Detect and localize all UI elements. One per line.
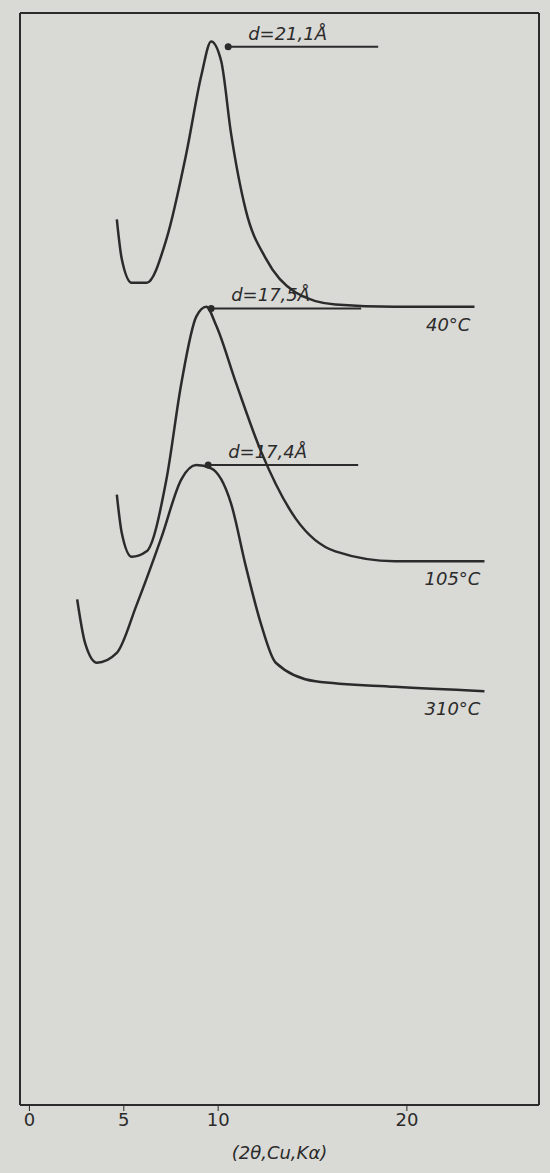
svg-text:20: 20 <box>395 1109 418 1130</box>
svg-text:(2θ,Cu,Kα): (2θ,Cu,Kα) <box>232 1142 328 1163</box>
svg-text:d=17,4Å: d=17,4Å <box>228 441 307 462</box>
svg-text:0: 0 <box>24 1109 35 1130</box>
svg-text:d=17,5Å: d=17,5Å <box>231 284 310 305</box>
svg-text:40°C: 40°C <box>426 314 471 335</box>
svg-text:105°C: 105°C <box>425 568 481 589</box>
svg-text:5: 5 <box>118 1109 129 1130</box>
svg-text:310°C: 310°C <box>425 698 481 719</box>
svg-text:10: 10 <box>207 1109 230 1130</box>
svg-text:d=21,1Å: d=21,1Å <box>248 23 327 44</box>
